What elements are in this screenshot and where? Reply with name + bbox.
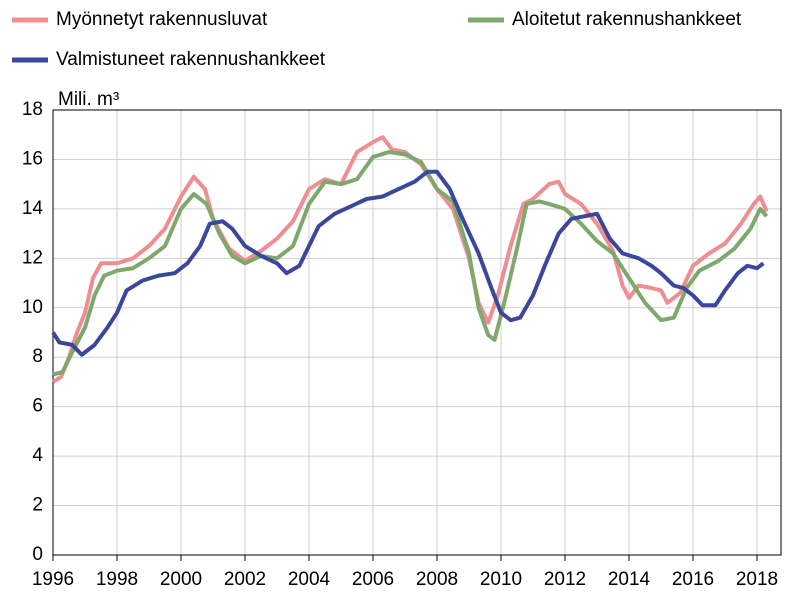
plot-frame	[52, 109, 782, 556]
y-tick-label: 12	[22, 247, 43, 268]
x-tick-label: 2012	[544, 569, 586, 590]
x-tick-label: 1996	[32, 569, 74, 590]
y-tick-label: 0	[32, 544, 43, 565]
y-tick-label: 10	[22, 297, 43, 318]
legend-label: Valmistuneet rakennushankkeet	[56, 49, 326, 70]
x-tick-label: 2002	[224, 569, 266, 590]
series-line	[52, 150, 769, 377]
x-tick-label: 2008	[416, 569, 458, 590]
y-tick-label: 4	[32, 445, 43, 466]
y-tick-label: 16	[22, 148, 43, 169]
series-line	[51, 169, 765, 357]
series-line	[51, 135, 769, 384]
legend-label: Myönnetyt rakennusluvat	[56, 9, 268, 30]
x-tick-label: 2014	[608, 569, 651, 590]
y-tick-label: 18	[22, 99, 43, 120]
y-tick-label: 2	[32, 495, 43, 516]
y-tick-label: 8	[32, 346, 43, 367]
y-axis-label: Mili. m³	[58, 89, 119, 110]
x-tick-label: 1998	[96, 569, 138, 590]
y-tick-label: 14	[22, 198, 44, 219]
x-tick-label: 2000	[160, 569, 202, 590]
x-tick-label: 2010	[480, 569, 522, 590]
x-tick-label: 2004	[288, 569, 331, 590]
x-tick-label: 2018	[736, 569, 778, 590]
x-tick-label: 2006	[352, 569, 394, 590]
y-tick-label: 6	[32, 396, 43, 417]
legend-label: Aloitetut rakennushankkeet	[512, 9, 742, 30]
x-tick-label: 2016	[672, 569, 714, 590]
